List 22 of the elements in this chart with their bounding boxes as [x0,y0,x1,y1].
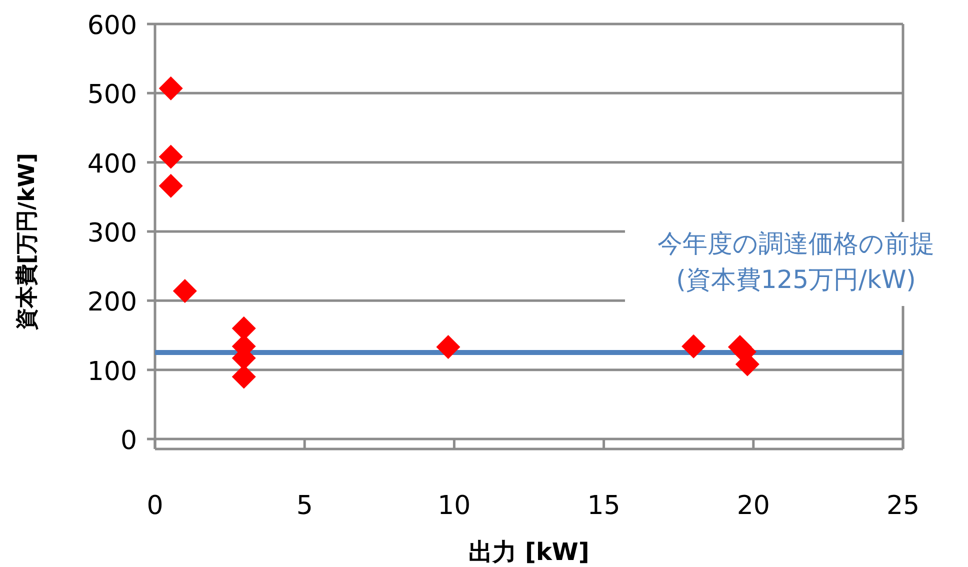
ref-line-label: 今年度の調達価格の前提 (資本費125万円/kW) [658,229,934,294]
y-tick-label: 200 [87,288,137,318]
point [682,334,706,358]
y-tick-label: 500 [87,80,137,110]
y-tick-label: 400 [87,149,137,180]
x-tick-label: 25 [886,491,920,521]
y-tick-label: 0 [120,426,137,456]
x-tick-label: 20 [736,491,770,521]
x-axis-title: 出力 [kW] [468,538,590,566]
point [158,144,183,169]
point [436,335,460,360]
y-tick-label: 600 [87,11,137,41]
point [158,76,183,100]
y-axis-title: 資本費[万円/kW] [15,152,40,332]
point [158,174,183,198]
point [172,278,197,303]
y-tick-label: 300 [87,218,137,248]
x-tick-label: 0 [146,491,164,521]
x-tick-label: 15 [587,491,620,521]
y-tick-label: 100 [87,356,137,387]
x-tick-label: 5 [296,491,313,521]
x-tick-label: 10 [438,491,471,521]
